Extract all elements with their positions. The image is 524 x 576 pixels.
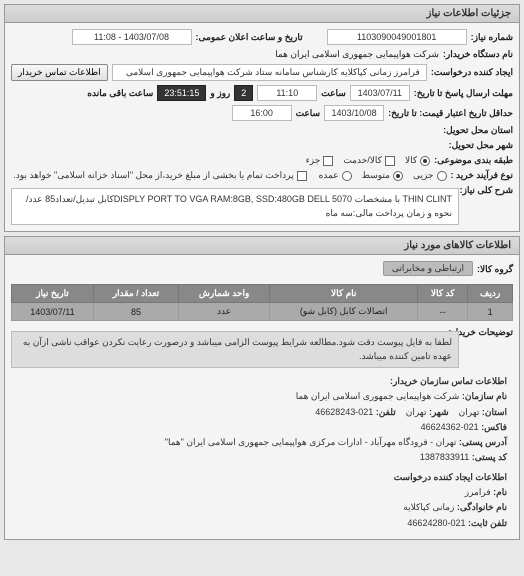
checkbox-icon <box>297 171 307 181</box>
cell: اتصالات کابل (کابل شو) <box>270 303 418 321</box>
goods-panel: اطلاعات کالاهای مورد نیاز گروه کالا: ارت… <box>4 236 520 540</box>
requester: فرامرز زمانی کپاکلایه کارشناس سامانه ستا… <box>112 64 427 81</box>
col-3: واحد شمارش <box>179 285 270 303</box>
price-validity-time-label: ساعت <box>296 108 321 119</box>
table-row: 1 -- اتصالات کابل (کابل شو) عدد 85 1403/… <box>12 303 513 321</box>
process-option-0: جزیی <box>413 170 434 181</box>
fax: 021-46624362 <box>421 422 479 432</box>
buyer-org-label: نام دستگاه خریدار: <box>443 49 513 60</box>
goods-panel-title: اطلاعات کالاهای مورد نیاز <box>5 237 519 255</box>
creator-phone: 021-46624280 <box>407 518 465 528</box>
col-1: کد کالا <box>418 285 468 303</box>
creator-family: زمانی کپاکلایه <box>403 502 454 512</box>
cell: 85 <box>93 303 178 321</box>
request-no: 1103090049001801 <box>327 29 467 45</box>
remain-days-label: روز و <box>210 88 230 99</box>
postal-addr-label: آدرس پستی: <box>459 437 507 447</box>
delivery-state-label: استان محل تحویل: <box>443 125 513 136</box>
radio-icon <box>420 156 430 166</box>
requester-label: ایجاد کننده درخواست: <box>431 67 513 78</box>
phone: 021-46628243 <box>315 407 373 417</box>
process-radio-0[interactable]: جزیی <box>413 170 447 181</box>
need-details-panel: جزئیات اطلاعات نیاز شماره نیاز: 11030900… <box>4 4 520 232</box>
col-0: ردیف <box>468 285 513 303</box>
announce-label: تاریخ و ساعت اعلان عمومی: <box>196 32 303 43</box>
buyer-org: شرکت هواپیمایی جمهوری اسلامی ایران هما <box>275 49 439 60</box>
desc-label: شرح کلی نیاز: <box>463 185 513 196</box>
creator-name-label: نام: <box>493 487 507 497</box>
col-5: تاریخ نیاز <box>12 285 94 303</box>
remain-label: ساعت باقی مانده <box>87 88 153 99</box>
process-type-label: نوع فرآیند خرید : <box>451 170 514 181</box>
org-label: نام سازمان: <box>462 391 507 401</box>
radio-icon <box>393 171 403 181</box>
remain-time: 23:51:15 <box>157 85 206 101</box>
category-label: گروه کالا: <box>477 264 513 275</box>
deadline-time: 11:10 <box>257 85 317 101</box>
cell: عدد <box>179 303 270 321</box>
payment-note-check[interactable]: پرداخت تمام یا بخشی از مبلغ خرید،از محل … <box>13 170 306 181</box>
creator-phone-label: تلفن ثابت: <box>468 518 507 528</box>
org: شرکت هواپیمایی جمهوری اسلامی ایران هما <box>296 391 460 401</box>
category-value: ارتباطی و مخابراتی <box>383 261 473 276</box>
budget-radio-group: کالا کالا/خدمت جزء <box>306 155 431 166</box>
budget-radio-0[interactable]: کالا <box>405 155 430 166</box>
contact-title: اطلاعات تماس سازمان خریدار: <box>390 376 507 386</box>
price-validity-time: 16:00 <box>232 105 292 121</box>
phone-label: تلفن: <box>376 407 396 417</box>
city: تهران <box>406 407 427 417</box>
cell: 1403/07/11 <box>12 303 94 321</box>
panel-title: جزئیات اطلاعات نیاز <box>5 5 519 23</box>
price-validity-label: حداقل تاریخ اعتبار قیمت: تا تاریخ: <box>388 108 513 119</box>
radio-icon <box>437 171 447 181</box>
deadline-label: مهلت ارسال پاسخ تا تاریخ: <box>414 88 513 99</box>
radio-icon <box>342 171 352 181</box>
announce-value: 1403/07/08 - 11:08 <box>72 29 192 45</box>
price-validity-date: 1403/10/08 <box>324 105 384 121</box>
process-option-1: متوسط <box>362 170 390 181</box>
process-radio-group: جزیی متوسط عمده <box>319 170 447 181</box>
remain-days: 2 <box>234 85 253 101</box>
checkbox-icon <box>385 156 395 166</box>
cell: -- <box>418 303 468 321</box>
delivery-city-label: شهر محل تحویل: <box>449 140 513 151</box>
col-2: نام کالا <box>270 285 418 303</box>
goods-panel-body: گروه کالا: ارتباطی و مخابراتی ردیف کد کا… <box>5 255 519 539</box>
process-option-2: عمده <box>319 170 339 181</box>
province-label: استان: <box>482 407 507 417</box>
creator-title: اطلاعات ایجاد کننده درخواست <box>394 472 507 482</box>
payment-note: پرداخت تمام یا بخشی از مبلغ خرید،از محل … <box>13 170 293 181</box>
footnote-label: توضیحات خریدار: <box>463 327 513 338</box>
province: تهران <box>459 407 480 417</box>
budget-label: طبقه بندی موضوعی: <box>434 155 513 166</box>
deadline-time-label: ساعت <box>321 88 346 99</box>
deadline-date: 1403/07/11 <box>350 85 410 101</box>
budget-check-2[interactable]: جزء <box>306 155 334 166</box>
budget-option-0: کالا <box>405 155 417 166</box>
need-description: THIN CLINT با مشخصات DISPLY PORT TO VGA … <box>11 188 459 225</box>
request-no-label: شماره نیاز: <box>471 32 513 43</box>
process-radio-2[interactable]: عمده <box>319 170 352 181</box>
postal-code-label: کد پستی: <box>472 452 507 462</box>
process-radio-1[interactable]: متوسط <box>362 170 403 181</box>
panel-body: شماره نیاز: 1103090049001801 تاریخ و ساع… <box>5 23 519 231</box>
contact-block: اطلاعات تماس سازمان خریدار: نام سازمان: … <box>11 370 513 535</box>
postal-addr: تهران - فرودگاه مهرآباد - ادارات مرکزی ه… <box>165 437 457 447</box>
goods-table: ردیف کد کالا نام کالا واحد شمارش تعداد /… <box>11 284 513 321</box>
buyer-footnote: لطفا به فایل پیوست دقت شود.مطالعه شرایط … <box>11 331 459 368</box>
contact-info-button[interactable]: اطلاعات تماس خریدار <box>11 64 108 81</box>
postal-code: 1387833911 <box>420 452 469 462</box>
budget-option-1: کالا/خدمت <box>343 155 382 166</box>
checkbox-icon <box>323 156 333 166</box>
cell: 1 <box>468 303 513 321</box>
table-header-row: ردیف کد کالا نام کالا واحد شمارش تعداد /… <box>12 285 513 303</box>
creator-name: فرامرز <box>465 487 491 497</box>
budget-check-1[interactable]: کالا/خدمت <box>343 155 395 166</box>
creator-family-label: نام خانوادگی: <box>457 502 507 512</box>
col-4: تعداد / مقدار <box>93 285 178 303</box>
fax-label: فاکس: <box>481 422 507 432</box>
city-label: شهر: <box>429 407 449 417</box>
budget-option-2: جزء <box>306 155 321 166</box>
